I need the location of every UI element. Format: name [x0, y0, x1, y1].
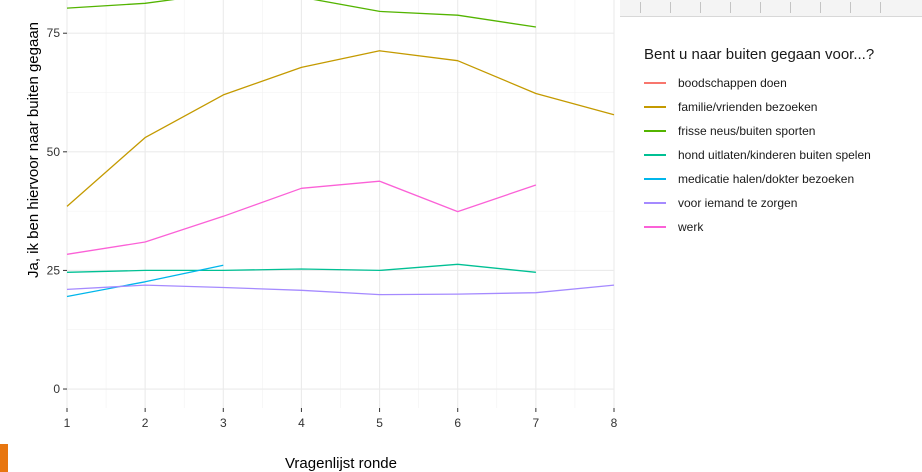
series-line [66, 50, 615, 207]
series-line [66, 180, 537, 255]
y-axis-title: Ja, ik ben hiervoor naar buiten gegaan [25, 22, 42, 278]
grid-minor [67, 0, 614, 408]
legend-item: werk [644, 215, 874, 239]
legend-item: boodschappen doen [644, 71, 874, 95]
y-tick-label: 0 [53, 382, 60, 396]
x-tick-label: 1 [64, 416, 71, 430]
legend-item: hond uitlaten/kinderen buiten spelen [644, 143, 874, 167]
legend-label: werk [678, 220, 704, 234]
x-tick-label: 6 [454, 416, 461, 430]
x-tick-label: 8 [611, 416, 618, 430]
x-tick-label: 4 [298, 416, 305, 430]
legend-item: voor iemand te zorgen [644, 191, 874, 215]
legend-key [644, 202, 666, 204]
legend-label: familie/vrienden bezoeken [678, 100, 818, 114]
tick-labels: 1 2 3 4 5 6 7 8 0 25 50 75 [47, 26, 618, 430]
x-tick-label: 7 [533, 416, 540, 430]
legend-label: voor iemand te zorgen [678, 196, 798, 210]
legend-title: Bent u naar buiten gegaan voor...? [644, 46, 875, 63]
legend-key [644, 154, 666, 156]
accent-bar [0, 444, 8, 472]
series-line [66, 264, 224, 298]
x-tick-label: 3 [220, 416, 227, 430]
legend-key [644, 178, 666, 180]
legend-item: medicatie halen/dokter bezoeken [644, 167, 874, 191]
x-axis-title: Vragenlijst ronde [285, 455, 397, 472]
y-tick-label: 50 [47, 145, 61, 159]
x-tick-label: 2 [142, 416, 149, 430]
axis-ticks [63, 32, 615, 412]
top-toolbar-strip [620, 0, 922, 17]
y-tick-label: 75 [47, 26, 61, 40]
series-line [66, 263, 536, 273]
legend-label: frisse neus/buiten sporten [678, 124, 816, 138]
legend-label: medicatie halen/dokter bezoeken [678, 172, 855, 186]
legend-label: hond uitlaten/kinderen buiten spelen [678, 148, 871, 162]
y-tick-label: 25 [47, 263, 61, 277]
legend-item: frisse neus/buiten sporten [644, 119, 874, 143]
legend-key [644, 226, 666, 228]
plot-panel [0, 0, 614, 408]
legend-item: familie/vrienden bezoeken [644, 95, 874, 119]
legend-label: boodschappen doen [678, 76, 787, 90]
series-line [66, 0, 536, 28]
series-lines [66, 0, 615, 298]
legend-key [644, 130, 666, 132]
series-line [66, 284, 615, 296]
legend: Bent u naar buiten gegaan voor...? boods… [644, 46, 874, 239]
legend-key [644, 106, 666, 108]
x-tick-label: 5 [376, 416, 383, 430]
legend-key [644, 82, 666, 84]
legend-items: boodschappen doen familie/vrienden bezoek… [644, 71, 874, 239]
